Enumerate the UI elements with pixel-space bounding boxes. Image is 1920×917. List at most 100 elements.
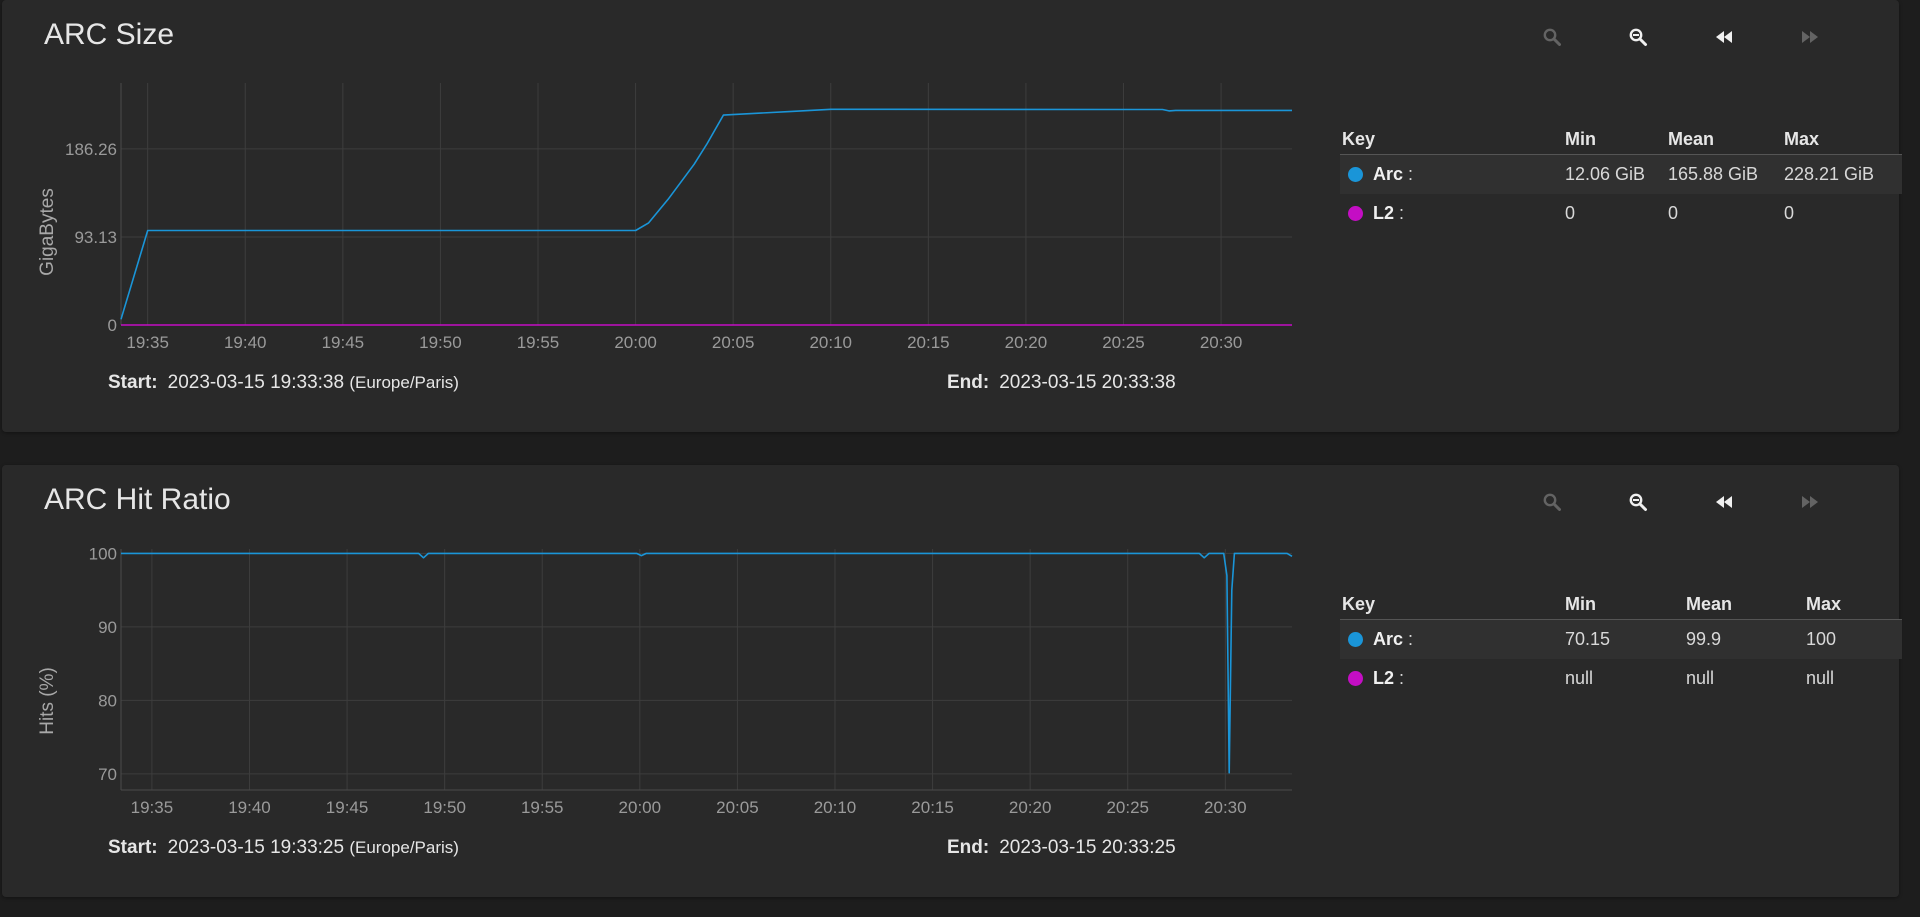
legend-header-min: Min <box>1563 128 1666 155</box>
y-tick-label: 93.13 <box>74 228 117 247</box>
x-tick-label: 20:20 <box>1009 798 1052 817</box>
x-tick-label: 20:15 <box>907 333 950 352</box>
end-label: End: <box>947 837 990 858</box>
zoom-in-icon <box>1543 28 1561 46</box>
legend-max-l2: null <box>1806 668 1835 688</box>
x-tick-label: 19:40 <box>224 333 267 352</box>
legend-row-arc: Arc : 70.15 99.9 100 <box>1340 619 1902 659</box>
rewind-icon <box>1716 496 1732 508</box>
start-label: Start: <box>108 837 158 858</box>
grid <box>121 549 1292 790</box>
y-tick-label: 70 <box>98 765 117 784</box>
x-tick-label: 19:55 <box>517 333 560 352</box>
legend-table: Key Min Mean Max Arc : 12.06 GiB 165.88 … <box>1340 128 1902 233</box>
x-tick-label: 20:10 <box>814 798 857 817</box>
legend-header-max: Max <box>1804 593 1902 620</box>
arc-color-dot <box>1348 167 1363 182</box>
series-separator: : <box>1403 164 1414 184</box>
x-tick-label: 20:30 <box>1204 798 1247 817</box>
timezone-label: (Europe/Paris) <box>349 373 459 392</box>
legend-header-row: Key Min Mean Max <box>1340 593 1902 620</box>
y-tick-label: 100 <box>89 544 117 563</box>
fast-forward-button[interactable] <box>1790 22 1830 52</box>
series-separator: : <box>1403 629 1414 649</box>
start-label: Start: <box>108 372 158 393</box>
start-time: Start: 2023-03-15 19:33:25 (Europe/Paris) <box>108 837 459 859</box>
series-name-l2: L2 <box>1373 668 1395 688</box>
legend-mean-arc: 99.9 <box>1684 619 1804 659</box>
legend-mean-l2: 0 <box>1668 203 1679 223</box>
x-tick-label: 20:05 <box>712 333 755 352</box>
zoom-out-icon <box>1629 493 1647 511</box>
series-separator: : <box>1394 668 1405 688</box>
y-tick-label: 0 <box>108 316 117 335</box>
zoom-in-button[interactable] <box>1532 22 1572 52</box>
legend-row-arc: Arc : 12.06 GiB 165.88 GiB 228.21 GiB <box>1340 154 1902 194</box>
series-line-arc <box>120 108 1292 320</box>
chart-legend: Key Min Mean Max Arc : 12.06 GiB 165.88 … <box>1340 128 1902 233</box>
series-separator: : <box>1394 203 1405 223</box>
rewind-button[interactable] <box>1704 22 1744 52</box>
legend-max-arc: 100 <box>1804 619 1902 659</box>
series-line-arc <box>121 552 1293 774</box>
x-tick-label: 19:55 <box>521 798 564 817</box>
grid <box>121 83 1292 326</box>
zoom-out-icon <box>1629 28 1647 46</box>
x-tick-label: 20:30 <box>1200 333 1243 352</box>
legend-mean-arc: 165.88 GiB <box>1666 154 1782 194</box>
x-tick-label: 20:20 <box>1005 333 1048 352</box>
x-tick-label: 20:00 <box>614 333 657 352</box>
series-name-arc: Arc <box>1373 629 1404 649</box>
y-tick-label: 90 <box>98 618 117 637</box>
chart-legend: Key Min Mean Max Arc : 70.15 99.9 100 L2… <box>1340 593 1902 698</box>
zoom-in-icon <box>1543 493 1561 511</box>
legend-max-l2: 0 <box>1784 203 1795 223</box>
start-value: 2023-03-15 19:33:38 <box>167 372 345 393</box>
x-tick-label: 19:50 <box>419 333 462 352</box>
legend-min-l2: null <box>1565 668 1594 688</box>
x-tick-label: 19:45 <box>322 333 365 352</box>
x-tick-label: 19:35 <box>126 333 169 352</box>
l2-color-dot <box>1348 671 1363 686</box>
rewind-button[interactable] <box>1704 487 1744 517</box>
x-tick-label: 20:15 <box>911 798 954 817</box>
y-tick-label: 80 <box>98 691 117 710</box>
legend-key-l2: L2 : <box>1340 194 1563 233</box>
arc-color-dot <box>1348 632 1363 647</box>
y-axis-label: GigaBytes <box>37 188 58 276</box>
legend-header-key: Key <box>1340 128 1563 155</box>
legend-header-row: Key Min Mean Max <box>1340 128 1902 155</box>
card-title: ARC Size <box>44 18 175 51</box>
arc-size-card: ARC Size 19:35 19:40 19:45 19:50 19:55 20:00 2… <box>2 0 1902 432</box>
x-tick-label: 19:40 <box>228 798 271 817</box>
legend-key-arc: Arc : <box>1340 154 1563 194</box>
zoom-in-button[interactable] <box>1532 487 1572 517</box>
legend-key-arc: Arc : <box>1340 619 1563 659</box>
y-tick-label: 186.26 <box>65 140 117 159</box>
timezone-label: (Europe/Paris) <box>349 838 459 857</box>
x-tick-label: 20:00 <box>619 798 662 817</box>
legend-max-arc: 228.21 GiB <box>1782 154 1902 194</box>
legend-row-l2: L2 : null null null <box>1340 659 1902 698</box>
legend-row-l2: L2 : 0 0 0 <box>1340 194 1902 233</box>
series-name-l2: L2 <box>1373 203 1395 223</box>
x-tick-label: 19:35 <box>131 798 174 817</box>
end-value: 2023-03-15 20:33:38 <box>999 372 1176 393</box>
legend-min-arc: 70.15 <box>1563 619 1684 659</box>
legend-header-mean: Mean <box>1666 128 1782 155</box>
start-value: 2023-03-15 19:33:25 <box>167 837 345 858</box>
legend-header-key: Key <box>1340 593 1563 620</box>
legend-mean-l2: null <box>1686 668 1715 688</box>
y-axis-label: Hits (%) <box>37 667 58 735</box>
legend-min-l2: 0 <box>1565 203 1576 223</box>
legend-header-min: Min <box>1563 593 1684 620</box>
fast-forward-button[interactable] <box>1790 487 1830 517</box>
x-tick-label: 19:50 <box>423 798 466 817</box>
zoom-out-button[interactable] <box>1618 22 1658 52</box>
x-tick-label: 20:25 <box>1102 333 1145 352</box>
arc-size-chart: 19:35 19:40 19:45 19:50 19:55 20:00 20:05 20:10… <box>37 83 1292 352</box>
legend-min-arc: 12.06 GiB <box>1563 154 1666 194</box>
series-name-arc: Arc <box>1373 164 1404 184</box>
zoom-out-button[interactable] <box>1618 487 1658 517</box>
l2-color-dot <box>1348 206 1363 221</box>
